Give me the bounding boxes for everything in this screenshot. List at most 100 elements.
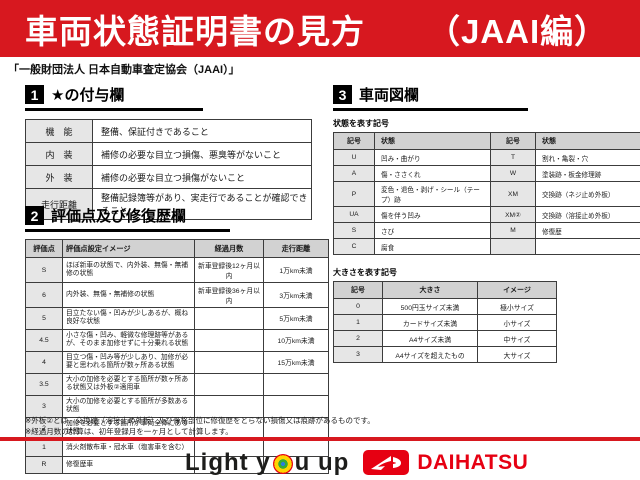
months-cell: 新車登録後36ヶ月以内 <box>194 282 264 308</box>
state-cell: 凹み・曲がり <box>374 149 491 166</box>
daihatsu-d-mark-icon <box>363 450 410 475</box>
table-row: 外 装 補修の必要な目立つ損傷がないこと <box>25 165 312 189</box>
table-row: S さび M 修復歴 <box>333 222 640 239</box>
section2-number-badge: 2 <box>25 206 44 225</box>
symbol-cell: U <box>333 149 375 166</box>
table-header-row: 記号 状態 記号 状態 <box>333 132 640 150</box>
distance-cell: 15万km未満 <box>263 350 329 374</box>
table-row: R 修復歴車 <box>25 455 329 474</box>
symbol-cell: W <box>490 165 536 182</box>
symbol-cell: T <box>490 149 536 166</box>
state-cell: 割れ・亀裂・穴 <box>535 149 640 166</box>
section1-title: ★の付与欄 <box>51 87 125 104</box>
symbol-cell: C <box>333 238 375 255</box>
size-cell: 500円玉サイズ未満 <box>382 298 478 315</box>
target-circle-icon <box>272 454 293 474</box>
section-star-column: 1 ★の付与欄 機 能 整備、保証付きであること 内 装 補修の必要な目立つ損傷… <box>25 84 312 220</box>
symbol-cell: M <box>490 222 536 239</box>
image-cell: 大サイズ <box>477 346 557 363</box>
grade-cell: 2 <box>25 416 63 440</box>
organization-subtitle: 「一般財団法人 日本自動車査定協会（JAAI）」 <box>8 64 240 76</box>
symbol-cell: P <box>333 181 375 207</box>
criteria-desc: 整備記録簿等があり、実走行であることが確認できること <box>92 188 312 220</box>
table-row: S ほぼ新車の状態で、内外装、無傷・無補修の状態 新車登録後12ヶ月以内 1万k… <box>25 257 329 283</box>
footnote-line: ※経過月数の計算は、初年登録月を一ヶ月として計算します。 <box>25 426 233 436</box>
months-cell <box>194 307 264 330</box>
red-divider <box>0 437 640 441</box>
section-vehicle-diagram: 3 車両図欄 状態を表す記号 記号 状態 記号 状態 U 凹み・曲がり T 割れ… <box>333 84 640 363</box>
size-symbols-table: 記号 大きさ イメージ 0 500円玉サイズ未満 極小サイズ 1 カードサイズ未… <box>333 281 557 363</box>
table-row: 走行距離 整備記録簿等があり、実走行であることが確認できること <box>25 188 312 220</box>
table-row: 内 装 補修の必要な目立つ損傷、悪臭等がないこと <box>25 142 312 166</box>
footer: Light y u up DAIHATSU <box>0 445 640 480</box>
table-header-row: 記号 大きさ イメージ <box>333 281 557 299</box>
table-row: A 傷・ささくれ W 塗装跡・板金修理跡 <box>333 165 640 182</box>
table-row: 1 カードサイズ未満 小サイズ <box>333 314 557 331</box>
criteria-label: 内 装 <box>25 142 93 166</box>
size-cell: A4サイズ未満 <box>382 330 478 347</box>
section3-underline <box>333 108 528 111</box>
page-title-edition: （JAAI編） <box>427 12 609 50</box>
months-cell <box>194 394 264 418</box>
col-header-state: 状態 <box>535 132 640 150</box>
star-criteria-table: 機 能 整備、保証付きであること 内 装 補修の必要な目立つ損傷、悪臭等がないこ… <box>25 119 312 220</box>
criteria-label: 機 能 <box>25 119 93 143</box>
evaluation-table: 評価点 評価点設定イメージ 経過月数 走行距離 S ほぼ新車の状態で、内外装、無… <box>25 239 329 474</box>
criteria-desc: 補修の必要な目立つ損傷がないこと <box>92 165 312 189</box>
table-row: 3.5 大小の加修を必要とする箇所が数ヶ所ある状態又は外板②適用車 <box>25 372 329 396</box>
desc-cell: 小さな傷・凹み、軽微な修理跡等があるが、そのまま加修せずに十分乗れる状態 <box>62 328 195 352</box>
months-cell <box>194 350 264 374</box>
section-evaluation-points: 2 評価点及び修復歴欄 評価点 評価点設定イメージ 経過月数 走行距離 S ほぼ… <box>25 205 329 474</box>
symbol-cell: XM <box>490 181 536 207</box>
table-row: 4.5 小さな傷・凹み、軽微な修理跡等があるが、そのまま加修せずに十分乗れる状態… <box>25 328 329 352</box>
section2-underline <box>25 229 230 232</box>
section3-number-badge: 3 <box>333 85 352 104</box>
grade-cell: 4 <box>25 350 63 374</box>
distance-cell: 5万km未満 <box>263 307 329 330</box>
footnote-line: ※外板②とは、交換跡（溶接止め外板）及び骨格部位に修復歴をとらない損傷又は痕跡が… <box>25 416 375 425</box>
table-row: 3 大小の加修を必要とする箇所が多数ある状態 <box>25 394 329 418</box>
distance-cell <box>263 394 329 418</box>
table-row: U 凹み・曲がり T 割れ・亀裂・穴 <box>333 149 640 166</box>
table-row: 2 A4サイズ未満 中サイズ <box>333 330 557 347</box>
light-you-up-logo: Light y u up <box>185 449 349 477</box>
state-cell: さび <box>374 222 491 239</box>
desc-cell: 修復歴車 <box>62 455 195 474</box>
size-cell: カードサイズ未満 <box>382 314 478 331</box>
state-cell: 交換跡（溶接止め外板） <box>535 206 640 223</box>
distance-cell <box>263 372 329 396</box>
table-row: 5 目立たない傷・凹みが少しあるが、概ね良好な状態 5万km未満 <box>25 307 329 330</box>
col-header-symbol: 記号 <box>333 281 383 299</box>
table-row: UA 傷を伴う凹み XM② 交換跡（溶接止め外板） <box>333 206 640 223</box>
distance-cell: 10万km未満 <box>263 328 329 352</box>
image-cell: 極小サイズ <box>477 298 557 315</box>
table-row: 2 加修を必要とする箇所が車両全体にある状態 <box>25 416 329 440</box>
symbol-cell: 2 <box>333 330 383 347</box>
table-row: P 変色・退色・剥げ・シール（テープ）跡 XM 交換跡（ネジ止め外板） <box>333 181 640 207</box>
footnotes: ※外板②とは、交換跡（溶接止め外板）及び骨格部位に修復歴をとらない損傷又は痕跡が… <box>25 416 375 437</box>
state-cell: 変色・退色・剥げ・シール（テープ）跡 <box>374 181 491 207</box>
table-row: 4 目立つ傷・凹み等が少しあり、加修が必要と思われる箇所が数ヶ所ある状態 15万… <box>25 350 329 374</box>
state-cell <box>535 238 640 255</box>
table-header-row: 評価点 評価点設定イメージ 経過月数 走行距離 <box>25 239 329 258</box>
grade-cell: 6 <box>25 282 63 308</box>
daihatsu-arrow-icon <box>371 455 402 470</box>
grade-cell: 1 <box>25 438 63 457</box>
col-header-state: 状態 <box>374 132 491 150</box>
symbol-cell: UA <box>333 206 375 223</box>
page-title: 車両状態証明書の見方 <box>25 12 365 50</box>
state-cell: 傷・ささくれ <box>374 165 491 182</box>
title-banner: 車両状態証明書の見方 （JAAI編） <box>0 0 640 57</box>
desc-cell: 目立たない傷・凹みが少しあるが、概ね良好な状態 <box>62 307 195 330</box>
grade-cell: 3.5 <box>25 372 63 396</box>
symbol-cell: 0 <box>333 298 383 315</box>
criteria-desc: 整備、保証付きであること <box>92 119 312 143</box>
months-cell: 新車登録後12ヶ月以内 <box>194 257 264 283</box>
table-row: 3 A4サイズを超えたもの 大サイズ <box>333 346 557 363</box>
table-row: 0 500円玉サイズ未満 極小サイズ <box>333 298 557 315</box>
col-header-size: 大きさ <box>382 281 478 299</box>
col-header-image: イメージ <box>477 281 557 299</box>
symbol-cell: 3 <box>333 346 383 363</box>
image-cell: 小サイズ <box>477 314 557 331</box>
section1-underline <box>25 108 203 111</box>
